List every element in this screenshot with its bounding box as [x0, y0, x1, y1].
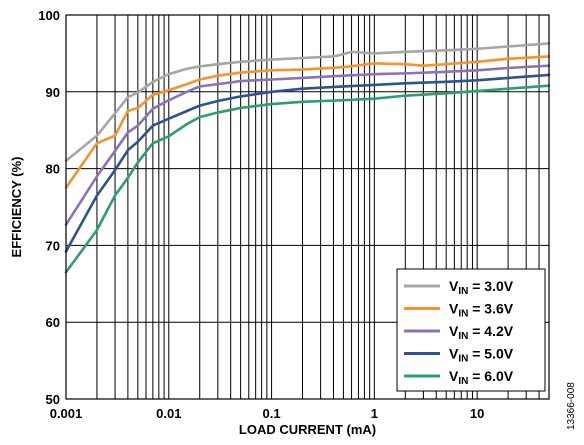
y-tick-label: 80 — [46, 162, 60, 177]
y-axis-label: EFFICIENCY (%) — [9, 157, 24, 258]
series-line-2 — [64, 55, 551, 190]
y-tick-label: 60 — [46, 315, 60, 330]
y-tick-labels: 50 60 70 80 90 100 — [38, 8, 60, 407]
legend-label: VIN = 4.2V — [449, 323, 514, 342]
x-tick-label: 0.1 — [263, 406, 281, 421]
series-line-1 — [64, 42, 551, 163]
legend: VIN = 3.0V VIN = 3.6V VIN = 4.2V VIN = 5.0V… — [396, 268, 546, 392]
legend-label: VIN = 3.6V — [449, 301, 514, 320]
x-axis-label: LOAD CURRENT (mA) — [239, 422, 376, 437]
y-tick-label: 100 — [38, 8, 60, 23]
series-line-5 — [64, 84, 551, 274]
y-tick-label: 50 — [46, 392, 60, 407]
legend-label: VIN = 6.0V — [449, 368, 514, 387]
x-tick-labels: 0.001 0.01 0.1 1 10 — [50, 406, 485, 421]
series-lines — [64, 42, 551, 274]
y-tick-label: 90 — [46, 85, 60, 100]
x-tick-label: 10 — [470, 406, 484, 421]
series-line-4 — [64, 73, 551, 253]
plot-frame — [65, 14, 550, 400]
legend-label: VIN = 3.0V — [449, 278, 514, 297]
figure-id: 13366-008 — [566, 382, 577, 430]
legend-label: VIN = 5.0V — [449, 346, 514, 365]
x-tick-label: 1 — [371, 406, 378, 421]
x-tick-label: 0.01 — [156, 406, 181, 421]
y-tick-label: 70 — [46, 238, 60, 253]
series-line-3 — [64, 64, 551, 226]
x-tick-label: 0.001 — [50, 406, 83, 421]
